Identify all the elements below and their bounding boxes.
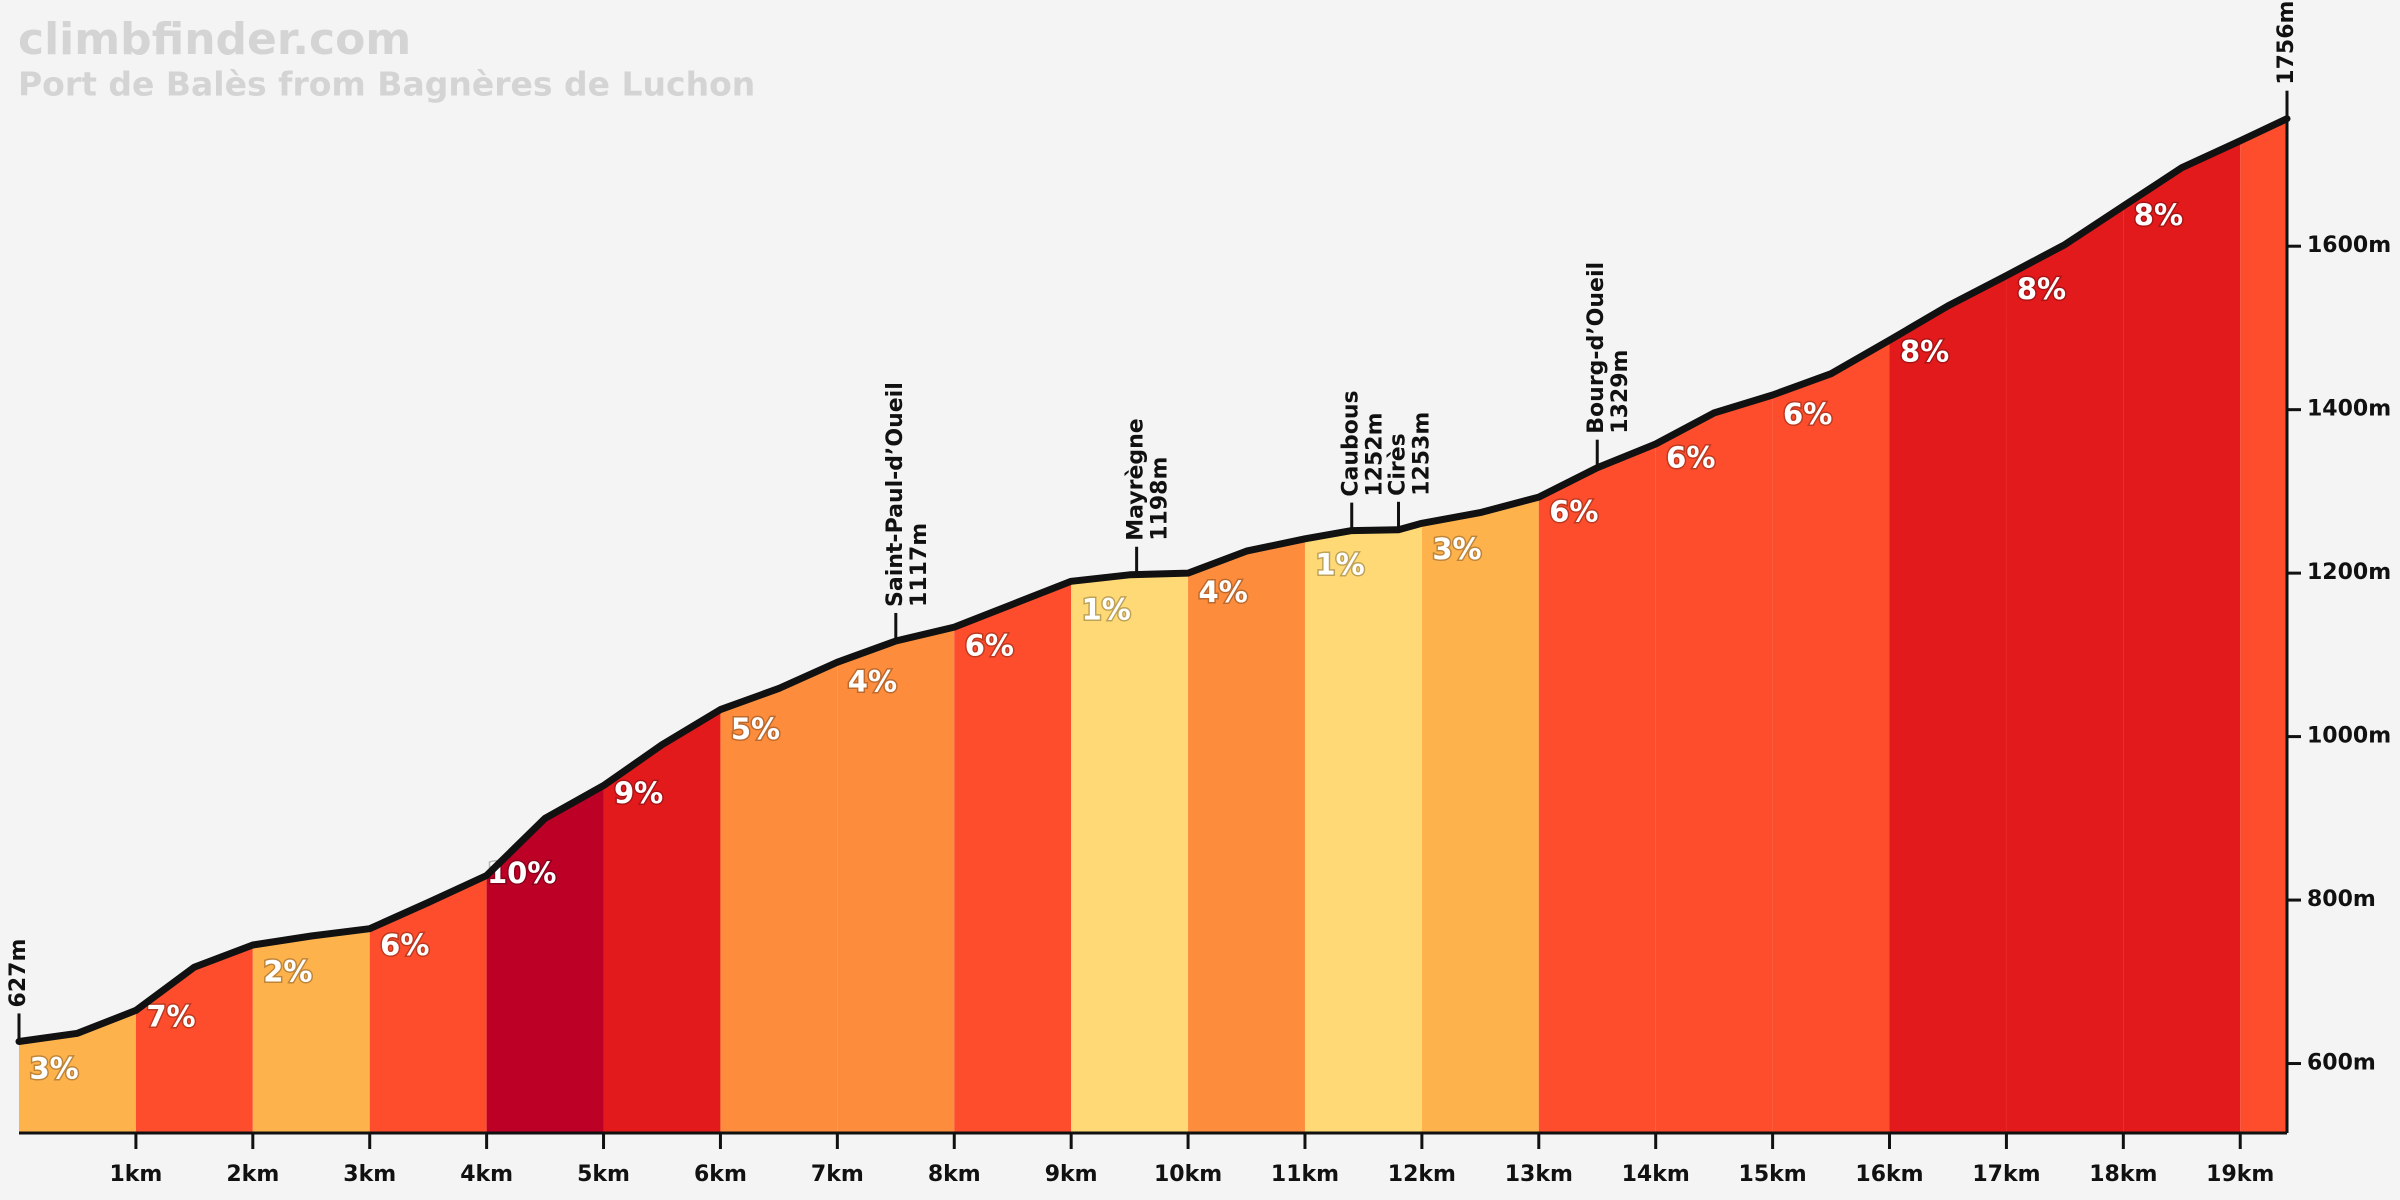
gradient-label: 8% — [2134, 198, 2183, 232]
x-tick-label: 19km — [2206, 1162, 2274, 1187]
x-tick-label: 14km — [1622, 1162, 1690, 1187]
gradient-label: 8% — [2017, 272, 2066, 306]
gradient-label: 6% — [1666, 440, 1715, 474]
y-tick-label: 1000m — [2307, 724, 2391, 749]
gradient-segment — [2006, 206, 2124, 1133]
x-tick-label: 9km — [1045, 1162, 1098, 1187]
gradient-label: 7% — [146, 999, 195, 1033]
x-tick-label: 5km — [577, 1162, 630, 1187]
x-tick-label: 17km — [1972, 1162, 2040, 1187]
chart-subtitle: Port de Balès from Bagnères de Luchon — [18, 65, 755, 104]
annotation-elevation: 1198m — [1148, 457, 1173, 541]
gradient-label: 2% — [263, 955, 312, 989]
gradient-segment — [1538, 443, 1656, 1133]
gradient-label: 6% — [1549, 494, 1598, 528]
gradient-segment — [1188, 538, 1305, 1133]
x-tick-label: 4km — [460, 1162, 513, 1187]
annotation-name: Mayrègne — [1124, 418, 1149, 541]
annotation-name: Cirès — [1386, 433, 1411, 496]
annotation-elevation: 1329m — [1608, 350, 1633, 434]
gradient-segment — [369, 875, 487, 1133]
gradient-segment — [1071, 573, 1189, 1133]
annotation-name: Caubous — [1339, 390, 1364, 496]
gradient-label: 3% — [1432, 532, 1481, 566]
gradient-label: 4% — [1199, 575, 1248, 609]
x-tick-label: 8km — [928, 1162, 981, 1187]
gradient-segment — [1655, 394, 1773, 1133]
gradient-segment — [2123, 140, 2241, 1133]
annotation-elevation: 1252m — [1363, 412, 1388, 496]
y-tick-label: 1600m — [2307, 233, 2391, 258]
x-tick-label: 2km — [226, 1162, 279, 1187]
annotation-name: Bourg-d’Oueil — [1584, 262, 1609, 434]
x-tick-label: 7km — [811, 1162, 864, 1187]
gradient-segment — [720, 662, 838, 1133]
gradient-segment — [1772, 340, 1890, 1133]
gradient-segment — [252, 928, 370, 1133]
gradient-label: 4% — [848, 664, 897, 698]
gradient-label: 5% — [731, 712, 780, 746]
gradient-label: 9% — [614, 776, 663, 810]
gradient-segment — [954, 581, 1072, 1133]
annotation-elevation: 1253m — [1410, 412, 1435, 496]
profile-line — [15, 115, 2291, 1045]
x-tick-label: 13km — [1505, 1162, 1573, 1187]
gradient-segment — [837, 627, 955, 1133]
x-tick-label: 11km — [1271, 1162, 1339, 1187]
annotation-elevation: 1117m — [907, 523, 932, 607]
gradient-label: 6% — [380, 928, 429, 962]
gradient-label: 6% — [1783, 397, 1832, 431]
gradient-segment — [486, 785, 604, 1133]
gradient-segment — [135, 945, 253, 1133]
annotation-elevation: 627m — [6, 939, 31, 1008]
x-tick-label: 15km — [1739, 1162, 1807, 1187]
y-tick-label: 1200m — [2307, 560, 2391, 585]
gradient-segment — [19, 1010, 136, 1133]
gradient-segment — [1421, 497, 1539, 1133]
chart-title: climbfinder.com — [18, 14, 411, 65]
x-tick-label: 18km — [2089, 1162, 2157, 1187]
gradient-label: 6% — [965, 628, 1014, 662]
gradient-label: 1% — [1315, 548, 1364, 582]
x-tick-label: 1km — [109, 1162, 162, 1187]
annotation-name: Saint-Paul-d’Oueil — [883, 382, 908, 607]
x-tick-label: 16km — [1855, 1162, 1923, 1187]
gradient-label: 1% — [1082, 592, 1131, 626]
overlay: 1km 2km 3km 4km 5km 6km 7km 8km 9km 10km 11km 12km 1… — [6, 1, 2391, 1187]
gradient-segment — [603, 709, 721, 1133]
gradient-segment — [2240, 118, 2287, 1133]
gradient-label: 3% — [29, 1052, 78, 1086]
annotation-elevation: 1756m — [2274, 1, 2299, 85]
y-tick-label: 1400m — [2307, 397, 2391, 422]
y-tick-label: 600m — [2307, 1051, 2376, 1076]
x-tick-label: 6km — [694, 1162, 747, 1187]
gradient-segment — [1889, 275, 2007, 1133]
x-tick-label: 10km — [1154, 1162, 1222, 1187]
x-tick-label: 12km — [1388, 1162, 1456, 1187]
gradient-segment — [1304, 523, 1422, 1133]
x-tick-label: 3km — [343, 1162, 396, 1187]
gradient-label: 8% — [1900, 335, 1949, 369]
segments: 3%7%2%6%10%9%5%4%6%1%4%1% 3%6%6%6%8%8%8% — [19, 118, 2287, 1133]
y-tick-label: 800m — [2307, 887, 2376, 912]
